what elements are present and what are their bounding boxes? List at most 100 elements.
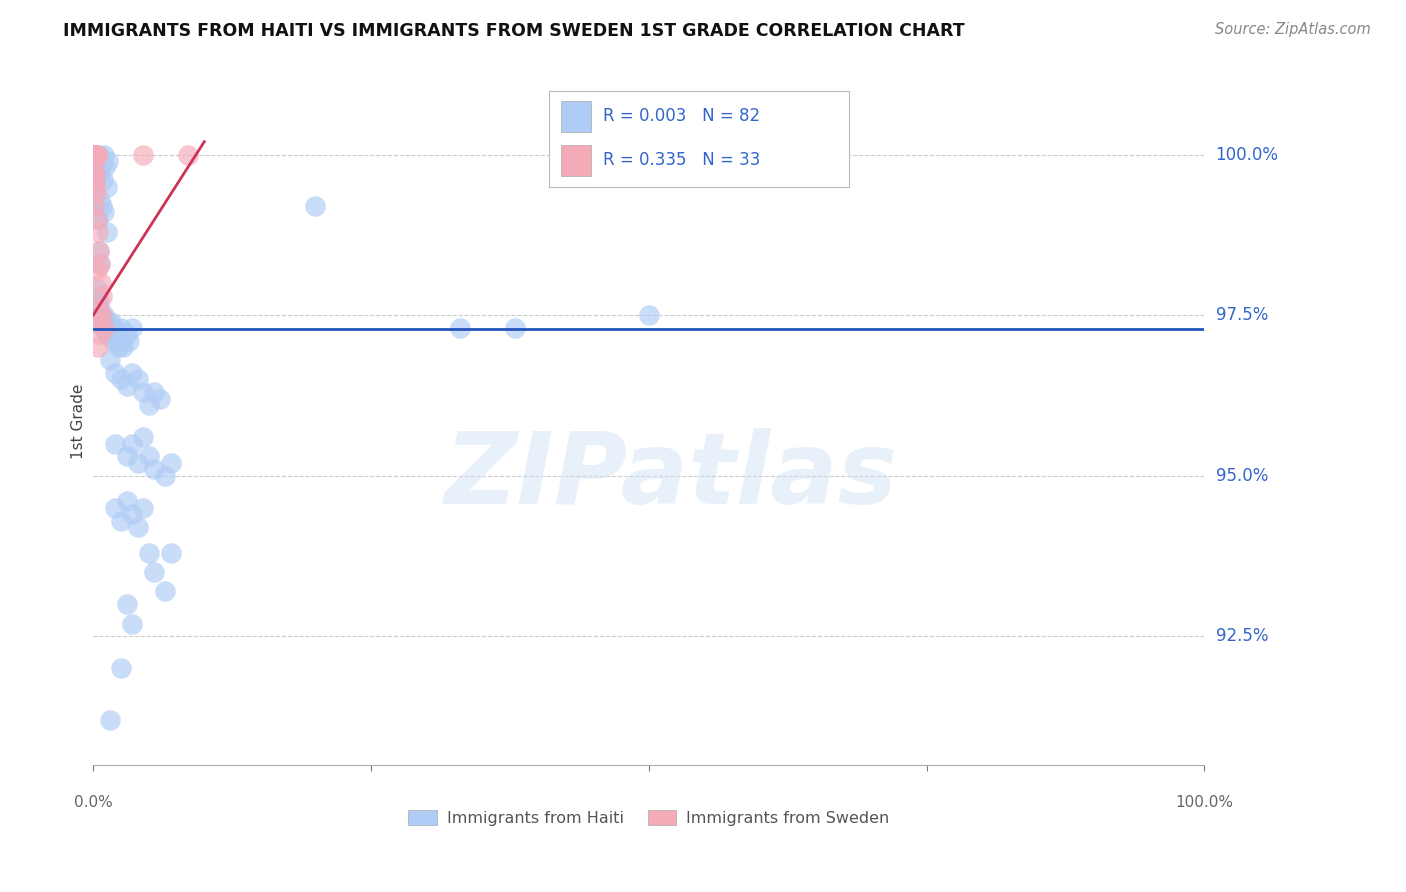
Point <box>160 546 183 560</box>
Point <box>155 584 177 599</box>
Point <box>87 295 110 310</box>
Point <box>87 301 110 316</box>
Point <box>84 179 107 194</box>
Point <box>93 147 115 161</box>
Point <box>97 153 120 168</box>
Point <box>84 147 107 161</box>
Point <box>103 334 125 348</box>
Y-axis label: 1st Grade: 1st Grade <box>72 384 86 458</box>
Point <box>83 173 105 187</box>
Point <box>86 147 108 161</box>
Point <box>637 308 659 322</box>
Point <box>84 186 107 200</box>
Point <box>89 314 111 328</box>
Point <box>86 263 108 277</box>
Point <box>138 398 160 412</box>
Point <box>132 430 155 444</box>
Point <box>121 508 143 522</box>
Point <box>103 327 125 342</box>
Point <box>98 713 121 727</box>
Point <box>94 161 117 175</box>
Point <box>89 193 111 207</box>
Point <box>86 211 108 226</box>
Point <box>83 147 105 161</box>
Text: 100.0%: 100.0% <box>1216 145 1278 163</box>
Point <box>91 321 114 335</box>
Point <box>505 321 527 335</box>
Point <box>90 308 112 322</box>
Text: 0.0%: 0.0% <box>73 796 112 811</box>
Point <box>111 334 134 348</box>
Point <box>121 321 143 335</box>
Point <box>87 167 110 181</box>
Point <box>110 372 132 386</box>
Text: ZIPatlas: ZIPatlas <box>444 427 897 524</box>
Point <box>107 327 129 342</box>
Point <box>98 353 121 368</box>
Point <box>132 385 155 400</box>
Point <box>89 257 111 271</box>
Point <box>91 199 114 213</box>
Point <box>83 161 105 175</box>
Point <box>86 282 108 296</box>
Point <box>105 334 128 348</box>
Point <box>83 147 105 161</box>
Point <box>97 321 120 335</box>
Point <box>121 616 143 631</box>
Point <box>121 366 143 380</box>
Point <box>98 327 121 342</box>
Point <box>115 450 138 464</box>
Point <box>101 321 124 335</box>
Point <box>86 153 108 168</box>
Point <box>84 147 107 161</box>
Point <box>176 147 198 161</box>
Point <box>94 321 117 335</box>
Point <box>110 321 132 335</box>
Point <box>93 321 115 335</box>
Point <box>83 147 105 161</box>
Point <box>86 340 108 354</box>
Point <box>155 468 177 483</box>
Point <box>91 314 114 328</box>
Point <box>138 450 160 464</box>
Point <box>93 205 115 219</box>
Point <box>91 289 114 303</box>
Point <box>132 147 155 161</box>
Point <box>115 379 138 393</box>
Point <box>160 456 183 470</box>
Point <box>143 385 166 400</box>
Point <box>104 321 127 335</box>
Legend: Immigrants from Haiti, Immigrants from Sweden: Immigrants from Haiti, Immigrants from S… <box>402 804 896 832</box>
Point <box>84 147 107 161</box>
Point <box>115 327 138 342</box>
Text: IMMIGRANTS FROM HAITI VS IMMIGRANTS FROM SWEDEN 1ST GRADE CORRELATION CHART: IMMIGRANTS FROM HAITI VS IMMIGRANTS FROM… <box>63 22 965 40</box>
Point <box>132 500 155 515</box>
Point <box>83 147 105 161</box>
Point <box>84 147 107 161</box>
Point <box>104 500 127 515</box>
Point <box>86 225 108 239</box>
Point <box>127 456 149 470</box>
Point <box>87 244 110 258</box>
Point <box>104 366 127 380</box>
Point <box>86 147 108 161</box>
Text: 97.5%: 97.5% <box>1216 306 1268 324</box>
Point <box>96 225 118 239</box>
Point <box>107 340 129 354</box>
Point <box>83 167 105 181</box>
Point <box>115 597 138 611</box>
Point <box>104 436 127 450</box>
Point <box>90 308 112 322</box>
Point <box>89 301 111 316</box>
Point <box>83 147 105 161</box>
Point <box>110 661 132 675</box>
Point <box>110 514 132 528</box>
Point <box>86 211 108 226</box>
Point <box>304 199 326 213</box>
Text: 95.0%: 95.0% <box>1216 467 1268 484</box>
Point <box>108 327 131 342</box>
Point <box>90 276 112 290</box>
Point <box>87 147 110 161</box>
Point <box>121 436 143 450</box>
Point <box>115 494 138 508</box>
